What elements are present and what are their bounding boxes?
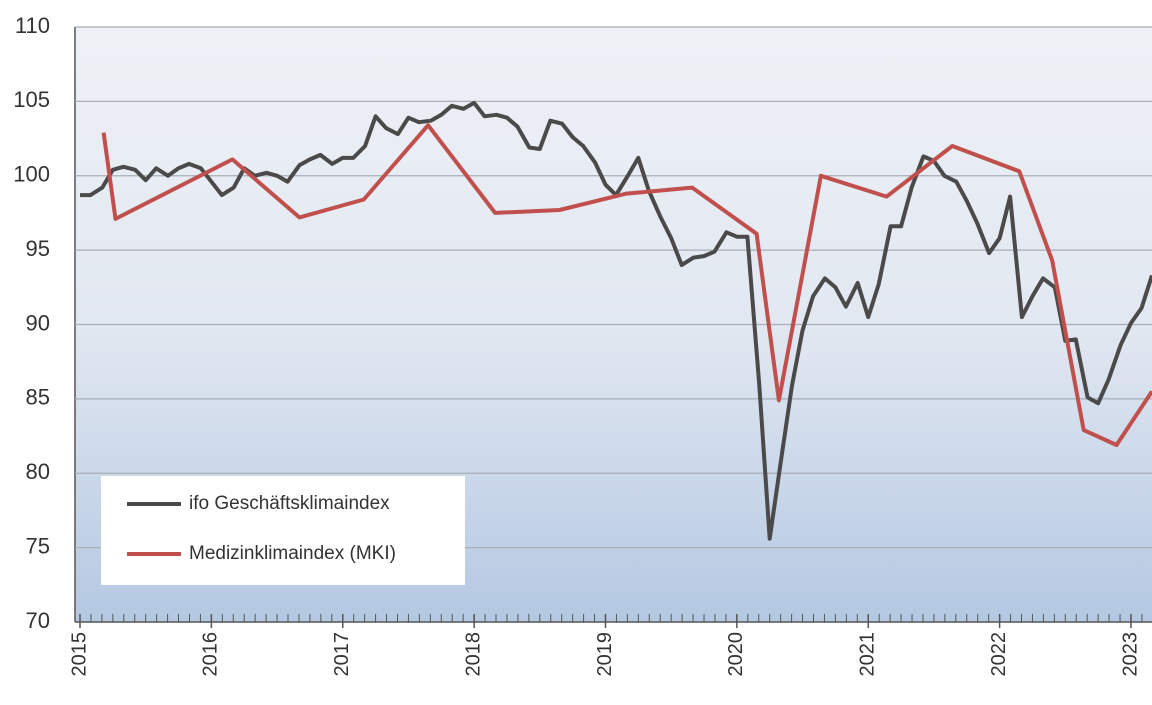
y-tick-label: 80 [26, 459, 50, 484]
y-tick-label: 90 [26, 310, 50, 335]
legend-label: ifo Geschäftsklimaindex [189, 493, 390, 514]
x-tick-label: 2022 [988, 632, 1010, 677]
y-tick-label: 100 [13, 162, 50, 187]
y-tick-label: 75 [26, 533, 50, 558]
legend: ifo Geschäftsklimaindex Medizinklimaindex… [101, 476, 465, 585]
x-tick-label: 2023 [1119, 632, 1141, 677]
x-tick-label: 2018 [462, 632, 484, 677]
x-tick-label: 2016 [200, 632, 222, 677]
legend-box [101, 476, 465, 585]
y-tick-label: 110 [15, 13, 50, 38]
y-tick-label: 70 [26, 608, 50, 633]
y-tick-label: 95 [26, 236, 50, 261]
x-tick-label: 2021 [857, 632, 879, 677]
series-line [101, 123, 1152, 447]
x-tick-label: 2019 [594, 632, 616, 677]
legend-label: Medizinklimaindex (MKI) [189, 543, 396, 564]
y-tick-label: 105 [13, 87, 50, 112]
x-tick-label: 2017 [331, 632, 353, 677]
x-tick-label: 2015 [68, 632, 90, 677]
y-tick-label: 85 [26, 385, 50, 410]
x-tick-label: 2020 [725, 632, 747, 677]
